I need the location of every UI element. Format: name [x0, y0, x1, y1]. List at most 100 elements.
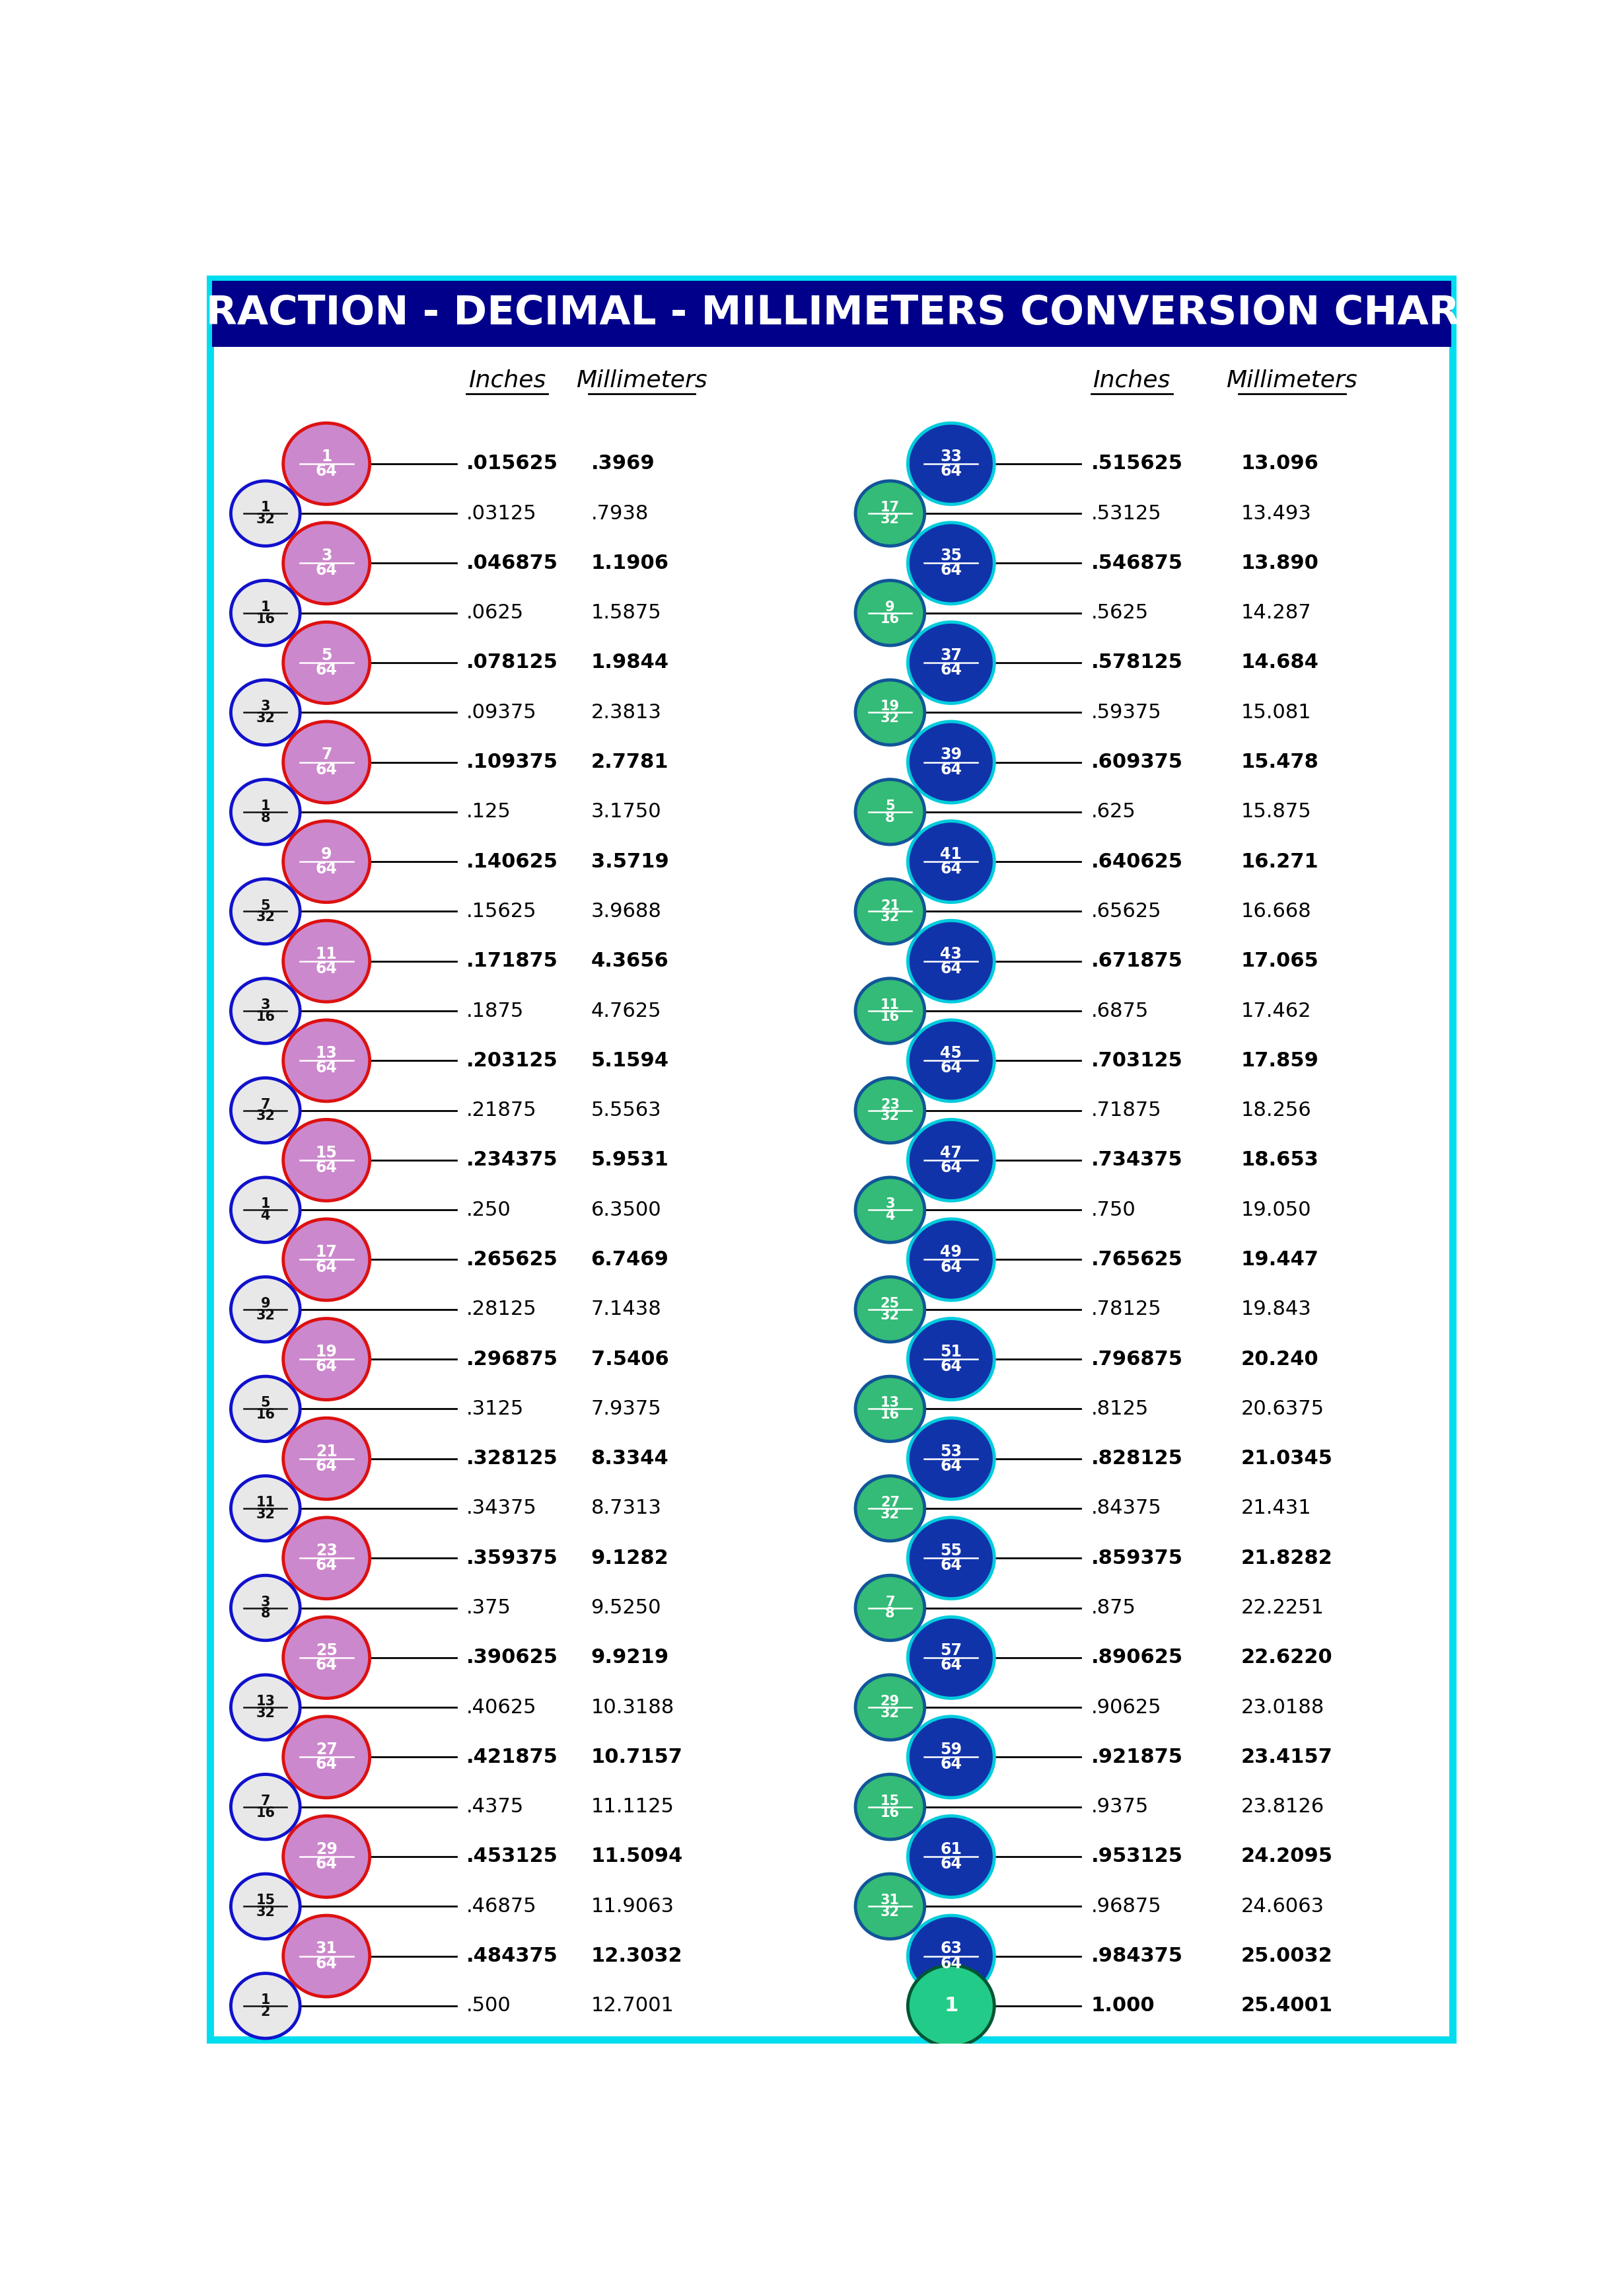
Text: 64: 64 — [940, 1855, 962, 1871]
Ellipse shape — [284, 1518, 370, 1598]
Text: .203125: .203125 — [466, 1052, 558, 1070]
Text: .09375: .09375 — [466, 703, 537, 721]
Text: .984375: .984375 — [1091, 1947, 1183, 1965]
Ellipse shape — [230, 978, 300, 1042]
Ellipse shape — [230, 879, 300, 944]
Bar — [213, 280, 1451, 347]
Text: 32: 32 — [880, 1508, 899, 1520]
Text: 20.240: 20.240 — [1242, 1350, 1318, 1368]
Text: 7: 7 — [885, 1596, 894, 1609]
Text: 17.065: 17.065 — [1242, 951, 1319, 971]
Text: 51: 51 — [940, 1343, 962, 1359]
Text: 2.7781: 2.7781 — [591, 753, 669, 771]
Ellipse shape — [907, 1816, 995, 1896]
Text: 1: 1 — [321, 448, 331, 464]
Text: 53: 53 — [940, 1444, 962, 1460]
Text: .015625: .015625 — [466, 455, 558, 473]
Ellipse shape — [907, 1019, 995, 1102]
Ellipse shape — [907, 523, 995, 604]
Ellipse shape — [284, 1717, 370, 1798]
Ellipse shape — [855, 1077, 925, 1143]
Text: 64: 64 — [940, 1258, 962, 1274]
Text: 11.9063: 11.9063 — [591, 1896, 674, 1915]
Ellipse shape — [855, 1775, 925, 1839]
Text: 1: 1 — [945, 1995, 958, 2016]
Text: 47: 47 — [940, 1146, 962, 1162]
Text: .59375: .59375 — [1091, 703, 1162, 721]
Text: 11.1125: 11.1125 — [591, 1798, 674, 1816]
Text: .28125: .28125 — [466, 1300, 537, 1318]
Text: .53125: .53125 — [1091, 503, 1162, 523]
Ellipse shape — [907, 1717, 995, 1798]
Text: 64: 64 — [940, 1658, 962, 1674]
Text: 3: 3 — [261, 999, 269, 1013]
Text: .640625: .640625 — [1091, 852, 1183, 870]
Text: .078125: .078125 — [466, 652, 558, 673]
Text: 8: 8 — [885, 810, 894, 824]
Text: 64: 64 — [315, 1258, 338, 1274]
Text: 25.0032: 25.0032 — [1242, 1947, 1332, 1965]
Text: 1: 1 — [261, 1199, 269, 1210]
Text: .609375: .609375 — [1091, 753, 1183, 771]
Text: 5.5563: 5.5563 — [591, 1100, 662, 1120]
Text: .359375: .359375 — [466, 1548, 558, 1568]
Text: 6.7469: 6.7469 — [591, 1249, 669, 1270]
Text: .859375: .859375 — [1091, 1548, 1183, 1568]
Text: 16.271: 16.271 — [1242, 852, 1318, 870]
Text: 8.3344: 8.3344 — [591, 1449, 669, 1467]
Ellipse shape — [855, 581, 925, 645]
Text: 2.3813: 2.3813 — [591, 703, 662, 721]
Text: 3.5719: 3.5719 — [591, 852, 669, 870]
Text: 8: 8 — [261, 810, 269, 824]
Ellipse shape — [230, 581, 300, 645]
Text: .8125: .8125 — [1091, 1398, 1149, 1419]
Text: 4.7625: 4.7625 — [591, 1001, 661, 1019]
Text: .6875: .6875 — [1091, 1001, 1149, 1019]
Ellipse shape — [907, 1318, 995, 1401]
Text: 45: 45 — [940, 1045, 962, 1061]
Text: 64: 64 — [940, 960, 962, 976]
Text: 13: 13 — [315, 1045, 338, 1061]
Text: .65625: .65625 — [1091, 902, 1162, 921]
Text: 32: 32 — [880, 1309, 899, 1322]
Text: .328125: .328125 — [466, 1449, 558, 1467]
Ellipse shape — [230, 480, 300, 546]
Text: 20.6375: 20.6375 — [1242, 1398, 1324, 1419]
Text: 32: 32 — [256, 1309, 274, 1322]
Ellipse shape — [284, 1019, 370, 1102]
Text: 32: 32 — [880, 1706, 899, 1720]
Text: 7: 7 — [261, 1097, 269, 1111]
Text: .046875: .046875 — [466, 553, 558, 572]
Ellipse shape — [907, 1419, 995, 1499]
Ellipse shape — [855, 1375, 925, 1442]
Text: 64: 64 — [940, 1061, 962, 1077]
Text: 7.5406: 7.5406 — [591, 1350, 669, 1368]
Text: 22.2251: 22.2251 — [1242, 1598, 1324, 1616]
Text: .421875: .421875 — [466, 1747, 558, 1766]
Text: 43: 43 — [940, 946, 962, 962]
Ellipse shape — [284, 1816, 370, 1896]
Text: 1.9844: 1.9844 — [591, 652, 669, 673]
Text: 23: 23 — [880, 1097, 899, 1111]
Text: 32: 32 — [256, 1906, 274, 1919]
Text: 57: 57 — [940, 1642, 962, 1658]
Text: 64: 64 — [315, 464, 338, 480]
Text: 19: 19 — [315, 1343, 338, 1359]
Text: 32: 32 — [880, 712, 899, 726]
Ellipse shape — [284, 822, 370, 902]
Text: .734375: .734375 — [1091, 1150, 1183, 1169]
Text: 21.0345: 21.0345 — [1242, 1449, 1332, 1467]
Text: 7.1438: 7.1438 — [591, 1300, 662, 1318]
Text: 1: 1 — [261, 602, 269, 613]
Text: 64: 64 — [315, 1061, 338, 1077]
Text: 64: 64 — [940, 762, 962, 778]
Text: 31: 31 — [315, 1940, 338, 1956]
Text: .390625: .390625 — [466, 1649, 558, 1667]
Text: 55: 55 — [940, 1543, 962, 1559]
Text: 16: 16 — [880, 613, 899, 625]
Text: 17.859: 17.859 — [1242, 1052, 1319, 1070]
Text: .4375: .4375 — [466, 1798, 524, 1816]
Ellipse shape — [907, 622, 995, 703]
Ellipse shape — [855, 1674, 925, 1740]
Text: 9: 9 — [885, 602, 894, 613]
